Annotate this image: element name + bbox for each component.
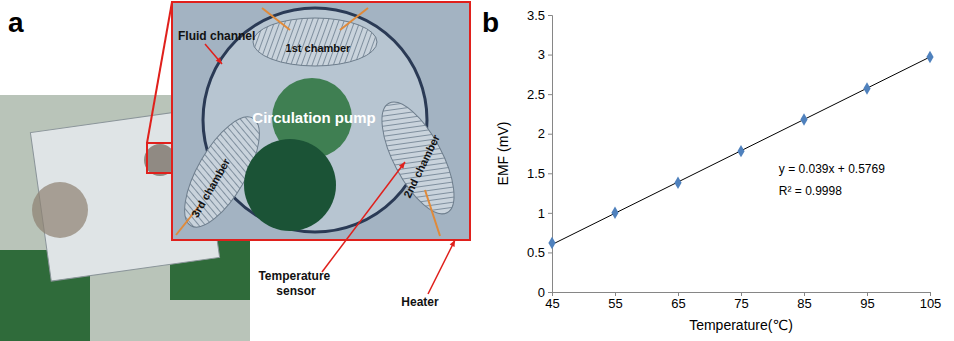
data-point <box>548 237 555 249</box>
tick-mark <box>548 55 552 56</box>
pointer <box>205 44 222 64</box>
tick: 45 <box>545 292 559 311</box>
tick-label: 3 <box>538 47 545 62</box>
x-axis: 45 55 65 75 85 95 105 <box>545 292 941 311</box>
tick-mark <box>548 173 552 174</box>
data-point <box>674 177 681 189</box>
tick: 2.5 <box>527 87 552 102</box>
tick-label: 1.5 <box>527 166 545 181</box>
trendline <box>552 57 930 245</box>
y-axis-title: EMF (mV) <box>495 122 511 186</box>
plot-marks <box>548 51 933 249</box>
panel-a: Fluid channel 1st chamber Circulation pump… <box>0 2 470 341</box>
y-axis: 0 0.5 1 1.5 2 2.5 3 3.5 <box>527 8 553 300</box>
data-point <box>611 207 618 219</box>
tick: 3.5 <box>527 8 552 23</box>
pointer <box>322 162 405 272</box>
tick-label: 0.5 <box>527 245 545 260</box>
tick-mark <box>548 292 552 293</box>
tick-mark <box>548 134 552 135</box>
tick-label: 65 <box>671 296 685 311</box>
chamber <box>253 18 377 66</box>
electrode <box>262 8 290 30</box>
zoom-box <box>147 143 175 173</box>
data-point <box>926 51 933 63</box>
chamber <box>368 92 469 224</box>
data-point <box>737 145 744 157</box>
photo-labels: Fluid channel 1st chamber Circulation pump… <box>178 29 442 309</box>
panel-label: a <box>8 7 24 38</box>
tick: 85 <box>797 292 811 311</box>
annotation: y = 0.039x + 0.5769 <box>779 162 885 176</box>
photo-label: Heater <box>401 295 439 309</box>
tick-label: 45 <box>545 296 559 311</box>
data-point <box>863 82 870 94</box>
tick-label: 95 <box>860 296 874 311</box>
photo-label: Fluid channel <box>178 29 255 43</box>
chip-disc <box>32 182 88 238</box>
zoom-line <box>147 2 172 143</box>
axis-line <box>548 16 553 293</box>
tick-label: 2 <box>538 126 545 141</box>
electrode <box>340 8 368 30</box>
tick: 3 <box>538 47 552 62</box>
tick-label: 0 <box>538 285 545 300</box>
tick-label: 85 <box>797 296 811 311</box>
electrode <box>425 190 440 236</box>
pointer-head <box>216 57 222 64</box>
tick-label: 75 <box>734 296 748 311</box>
pointer <box>428 240 455 294</box>
tick-mark <box>548 213 552 214</box>
x-axis-title: Temperature(℃) <box>689 317 793 333</box>
tick-label: 105 <box>920 296 942 311</box>
annotation: R² = 0.9998 <box>779 184 842 198</box>
tick-mark <box>548 252 552 253</box>
tick: 105 <box>920 292 942 311</box>
tick: 2 <box>538 126 552 141</box>
tick: 75 <box>734 292 748 311</box>
tick: 1.5 <box>527 166 552 181</box>
tick: 65 <box>671 292 685 311</box>
tick-label: 1 <box>538 206 545 221</box>
tick-label: 55 <box>608 296 622 311</box>
tick: 55 <box>608 292 622 311</box>
photo-label: Circulation pump <box>252 109 375 126</box>
tick: 95 <box>860 292 874 311</box>
pointer-head <box>450 240 455 247</box>
photo-label: 1st chamber <box>286 42 352 54</box>
tick: 0.5 <box>527 245 552 260</box>
data-point <box>800 113 807 125</box>
tick: 1 <box>538 206 552 221</box>
pump <box>244 139 336 231</box>
panel-label: b <box>482 7 499 38</box>
photo-label: 2nd chamber <box>401 132 442 199</box>
photo-label: Temperature sensor <box>258 269 333 298</box>
pointer-head <box>399 162 405 169</box>
photo-label: 3rd chamber <box>189 156 233 220</box>
tick-mark <box>548 94 552 95</box>
figure: Fluid channel 1st chamber Circulation pump… <box>0 0 954 341</box>
tick-label: 3.5 <box>527 8 545 23</box>
tick-mark <box>548 15 552 16</box>
tick-label: 2.5 <box>527 87 545 102</box>
